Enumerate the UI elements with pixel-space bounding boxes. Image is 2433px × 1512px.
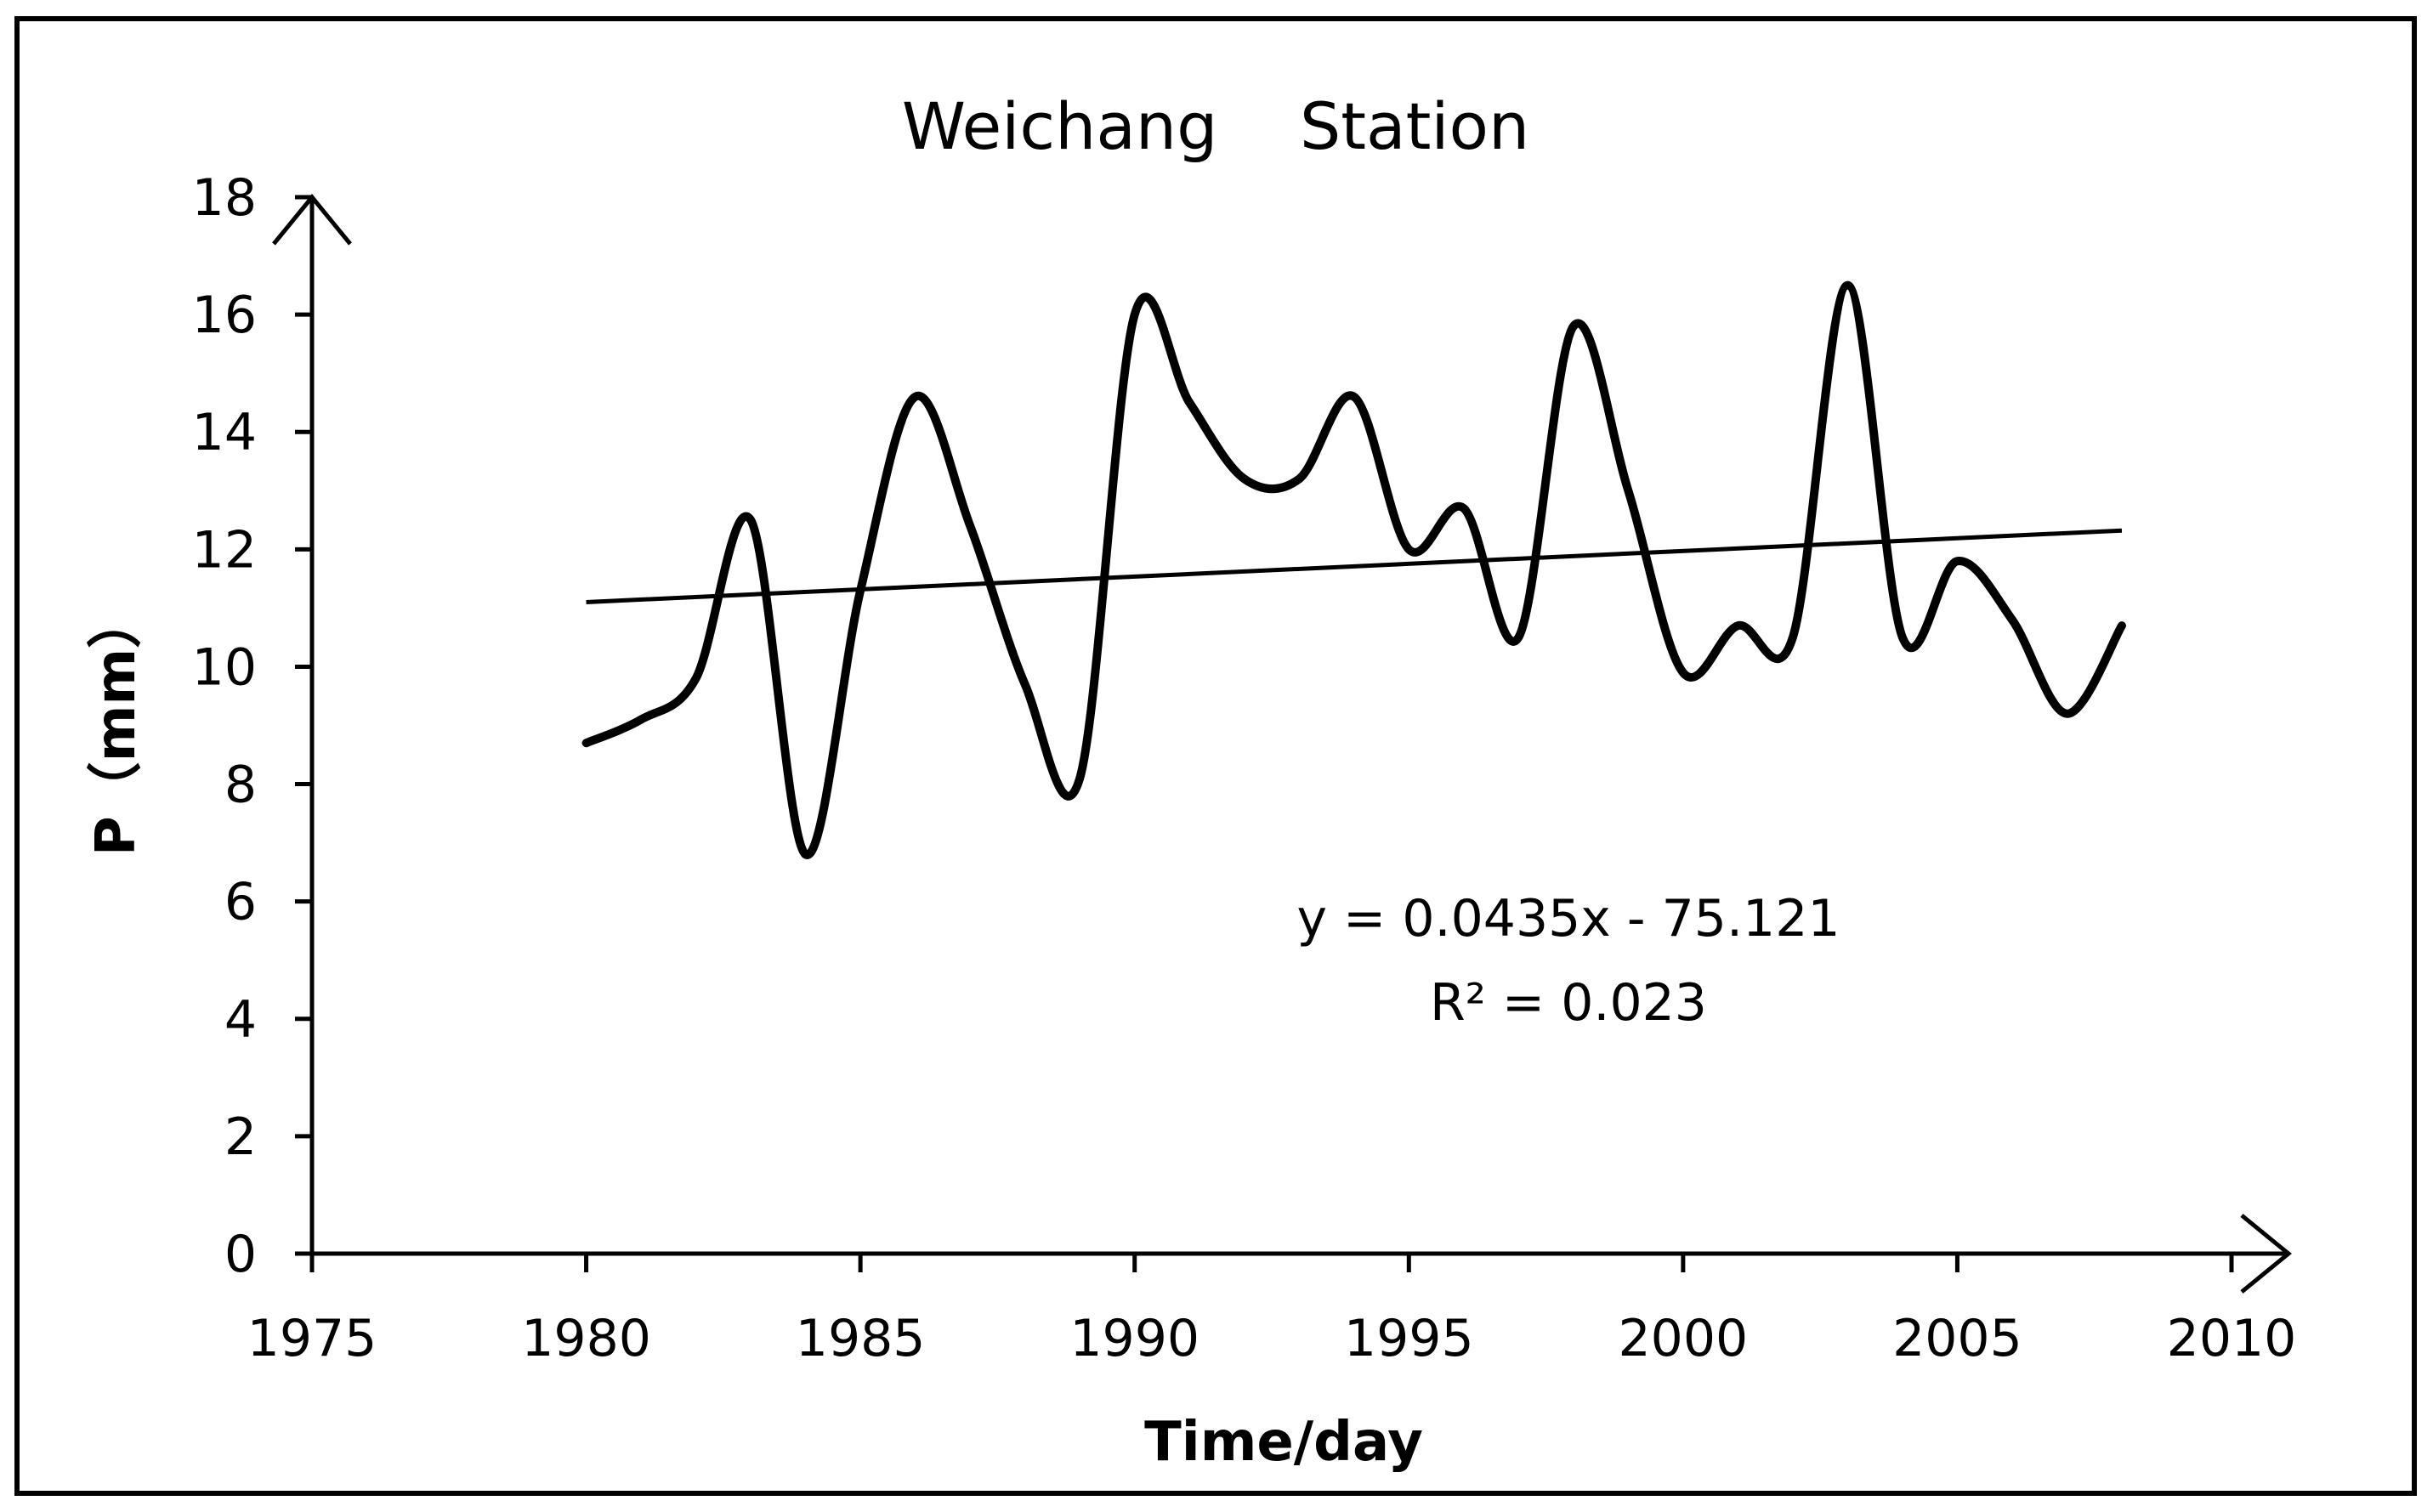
x-ticks: 1975 1980 1985 1990 1995 2000 2005 2010 [247,1254,2297,1368]
y-ticks: 0 2 4 6 8 10 12 14 16 18 [192,168,312,1284]
x-tick-label: 1990 [1069,1309,1199,1368]
y-tick-label: 12 [192,520,257,580]
y-tick-label: 10 [192,637,257,697]
series-line-precipitation [581,280,2126,859]
x-axis: 1975 1980 1985 1990 1995 2000 2005 2010 [247,1214,2297,1368]
r-squared-label: R² = 0.023 [1430,973,1707,1033]
trendline [586,528,2123,604]
chart-frame [14,16,2417,1496]
y-tick-label: 2 [224,1107,257,1167]
y-tick-label: 14 [192,403,257,462]
y-tick-label: 0 [224,1225,257,1284]
y-tick-label: 8 [224,756,257,815]
y-tick-label: 18 [192,168,257,228]
y-tick-label: 6 [224,873,257,932]
y-tick-label: 16 [192,286,257,345]
x-axis-arrow [2240,1214,2292,1294]
series-layer [581,280,2126,859]
x-tick-label: 2010 [2167,1309,2297,1368]
y-axis: 0 2 4 6 8 10 12 14 16 18 [192,168,352,1284]
x-tick-label: 1975 [247,1309,377,1368]
x-tick-label: 1980 [521,1309,651,1368]
equation-label: y = 0.0435x - 75.121 [1296,889,1840,949]
y-axis-title: P（mm） [85,594,148,856]
chart-title: Weichang Station [902,88,1529,164]
x-tick-label: 2005 [1892,1309,2022,1368]
x-axis-title: Time/day [1144,1411,1423,1474]
x-tick-label: 1985 [796,1309,926,1368]
x-tick-label: 2000 [1619,1309,1749,1368]
y-tick-label: 4 [224,990,257,1050]
x-tick-label: 1995 [1344,1309,1474,1368]
